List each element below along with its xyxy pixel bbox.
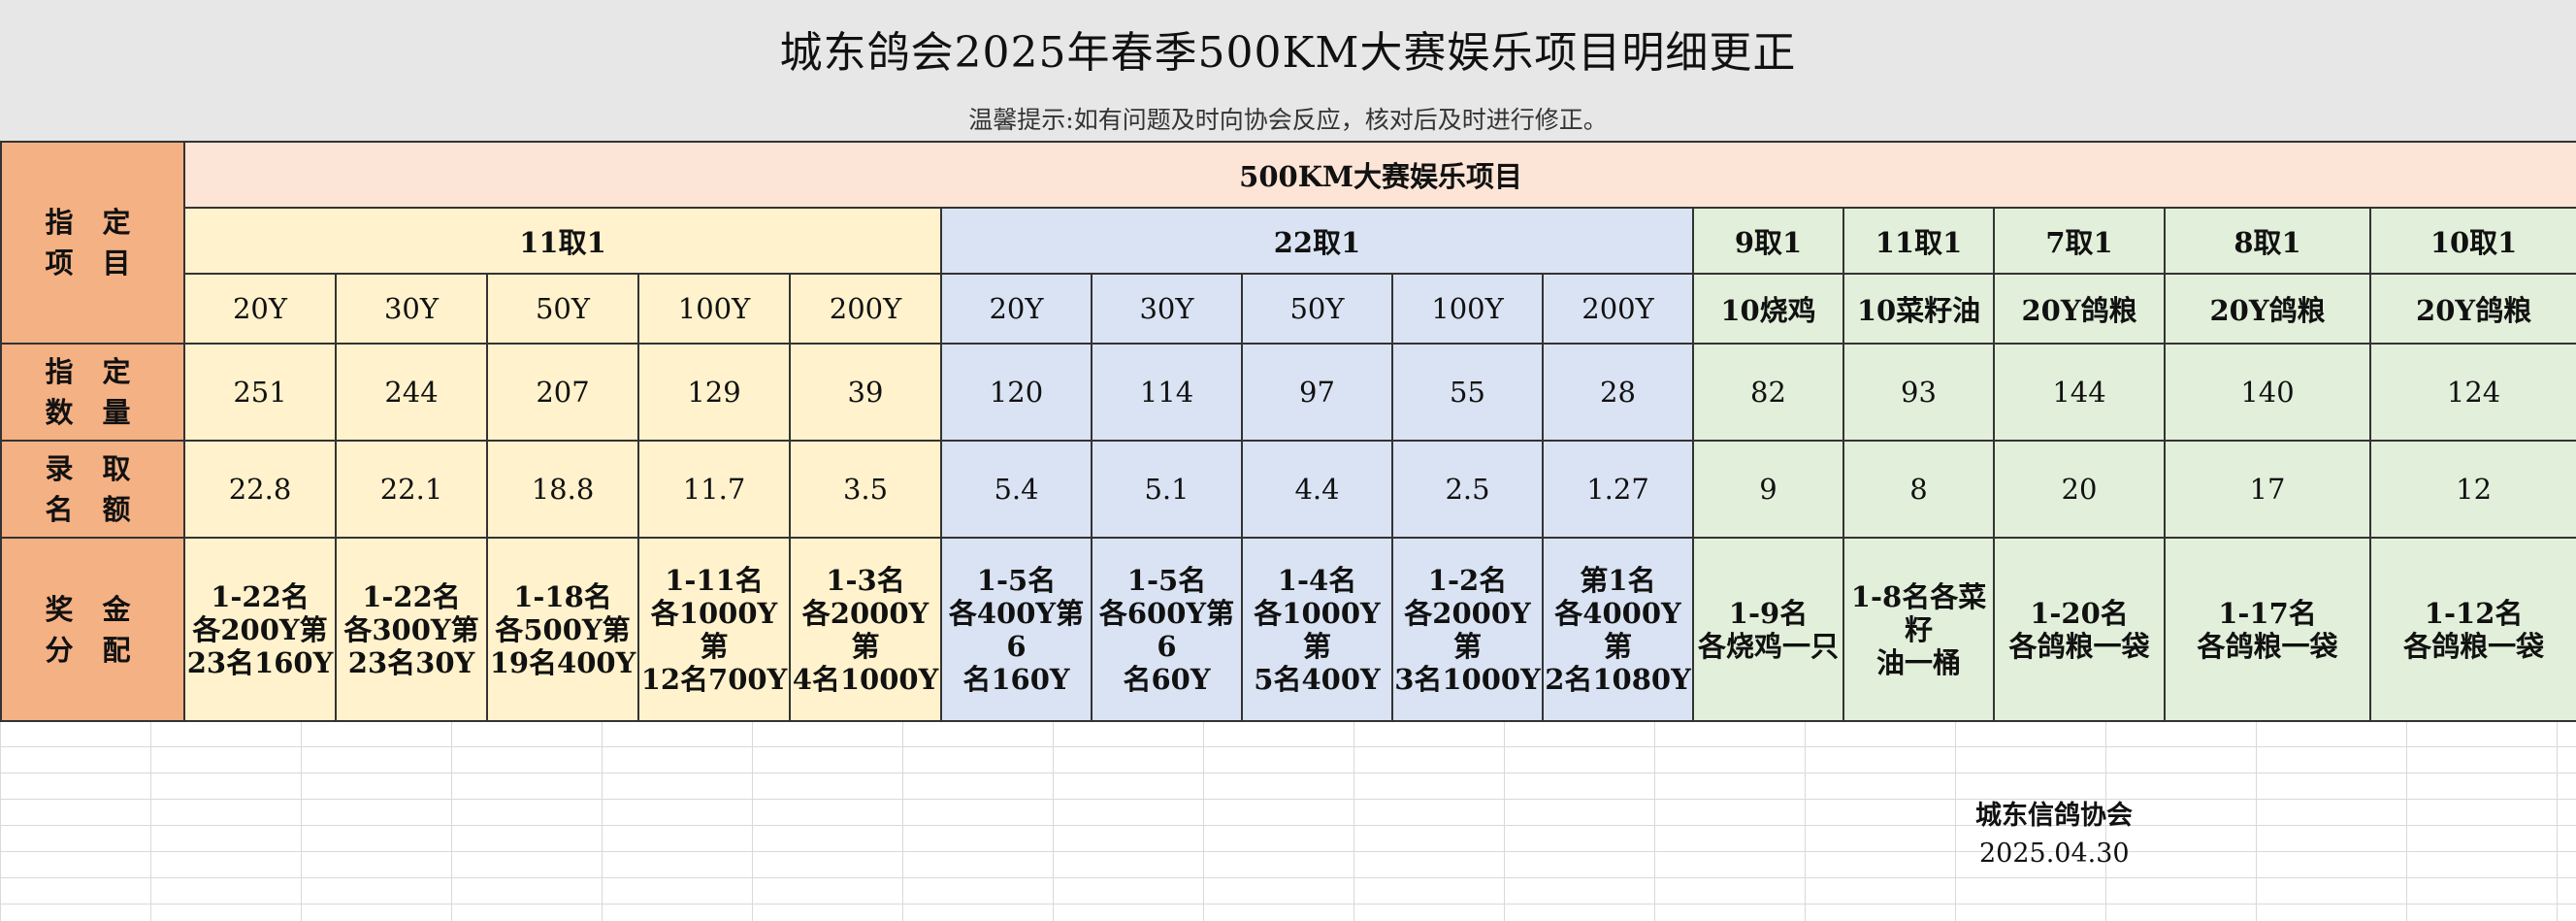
item-cell: 20Y鸽粮 <box>1993 273 2166 345</box>
prize-cell: 1-17名 各鸽粮一袋 <box>2164 537 2371 722</box>
item-cell: 50Y <box>1241 273 1393 345</box>
qty-cell: 140 <box>2164 343 2371 442</box>
winners-cell: 17 <box>2164 440 2371 539</box>
prize-cell: 1-12名 各鸽粮一袋 <box>2368 537 2576 722</box>
winners-cell: 18.8 <box>486 440 639 539</box>
prize-cell: 第1名 各4000Y第 2名1080Y <box>1542 537 1694 722</box>
group-header: 11取1 <box>183 207 942 275</box>
winners-cell: 1.27 <box>1542 440 1694 539</box>
group-header: 22取1 <box>940 207 1694 275</box>
item-cell: 20Y <box>940 273 1092 345</box>
winners-cell: 8 <box>1842 440 1995 539</box>
qty-cell: 93 <box>1842 343 1995 442</box>
table-row-winners: 录 取 名 额 22.8 22.1 18.8 11.7 3.5 5.4 5.1 … <box>0 440 2576 539</box>
qty-cell: 97 <box>1241 343 1393 442</box>
prize-cell: 1-2名 各2000Y第 3名1000Y <box>1391 537 1544 722</box>
item-cell: 100Y <box>1391 273 1544 345</box>
item-cell: 30Y <box>335 273 488 345</box>
prize-cell: 1-22名 各200Y第 23名160Y <box>183 537 337 722</box>
qty-cell: 129 <box>637 343 791 442</box>
prize-cell: 1-20名 各鸽粮一袋 <box>1993 537 2166 722</box>
winners-cell: 5.1 <box>1091 440 1243 539</box>
prize-cell: 1-5名 各400Y第6 名160Y <box>940 537 1092 722</box>
qty-cell: 55 <box>1391 343 1544 442</box>
winners-cell: 4.4 <box>1241 440 1393 539</box>
spreadsheet-grid <box>0 720 2576 921</box>
row-label-prizes: 奖 金 分 配 <box>0 537 185 722</box>
table-row-items: 20Y 30Y 50Y 100Y 200Y 20Y 30Y 50Y 100Y 2… <box>1 273 2576 345</box>
section-header: 500KM大赛娱乐项目 <box>182 141 2576 209</box>
page-header: 城东鸽会2025年春季500KM大赛娱乐项目明细更正 温馨提示:如有问题及时向协… <box>0 0 2576 141</box>
signature-org: 城东信鸽协会 <box>1975 801 2133 831</box>
qty-cell: 144 <box>1993 343 2166 442</box>
qty-cell: 207 <box>486 343 639 442</box>
winners-cell: 3.5 <box>789 440 942 539</box>
qty-cell: 39 <box>789 343 942 442</box>
qty-cell: 114 <box>1091 343 1243 442</box>
item-cell: 200Y <box>1542 273 1694 345</box>
group-header: 11取1 <box>1842 207 1995 275</box>
item-cell: 200Y <box>789 273 942 345</box>
item-cell: 10菜籽油 <box>1842 273 1995 345</box>
prize-cell: 1-8名各菜籽 油一桶 <box>1842 537 1995 722</box>
group-header: 7取1 <box>1993 207 2166 275</box>
group-header: 9取1 <box>1692 207 1844 275</box>
prize-cell: 1-18名 各500Y第 19名400Y <box>486 537 639 722</box>
qty-cell: 82 <box>1692 343 1844 442</box>
entertainment-items-table: 指 定 项 目 500KM大赛娱乐项目 11取1 22取1 9取1 11取1 7… <box>0 141 2576 722</box>
row-label-winners: 录 取 名 额 <box>0 440 185 539</box>
item-cell: 50Y <box>486 273 639 345</box>
qty-cell: 251 <box>183 343 337 442</box>
table-row-prizes: 奖 金 分 配 1-22名 各200Y第 23名160Y 1-22名 各300Y… <box>0 537 2576 722</box>
group-header: 8取1 <box>2164 207 2371 275</box>
page-title: 城东鸽会2025年春季500KM大赛娱乐项目明细更正 <box>779 28 1797 78</box>
item-cell: 20Y鸽粮 <box>2164 273 2371 345</box>
signature-date: 2025.04.30 <box>1979 839 2130 869</box>
qty-cell: 28 <box>1542 343 1694 442</box>
qty-cell: 124 <box>2368 343 2576 442</box>
prize-cell: 1-5名 各600Y第6 名60Y <box>1091 537 1243 722</box>
qty-cell: 120 <box>940 343 1092 442</box>
winners-cell: 22.1 <box>335 440 488 539</box>
prize-cell: 1-22名 各300Y第 23名30Y <box>335 537 488 722</box>
page-subtitle: 温馨提示:如有问题及时向协会反应，核对后及时进行修正。 <box>968 106 1608 134</box>
item-cell: 20Y鸽粮 <box>2368 273 2576 345</box>
prize-cell: 1-9名 各烧鸡一只 <box>1692 537 1844 722</box>
winners-cell: 5.4 <box>940 440 1092 539</box>
prize-cell: 1-3名 各2000Y第 4名1000Y <box>789 537 942 722</box>
winners-cell: 2.5 <box>1391 440 1544 539</box>
item-cell: 100Y <box>637 273 791 345</box>
winners-cell: 22.8 <box>183 440 337 539</box>
qty-cell: 244 <box>335 343 488 442</box>
winners-cell: 20 <box>1993 440 2166 539</box>
winners-cell: 9 <box>1692 440 1844 539</box>
prize-cell: 1-11名 各1000Y第 12名700Y <box>637 537 791 722</box>
item-cell: 30Y <box>1091 273 1243 345</box>
group-header: 10取1 <box>2368 207 2576 275</box>
item-cell: 10烧鸡 <box>1692 273 1844 345</box>
table-row-qty: 指 定 数 量 251 244 207 129 39 120 114 97 55… <box>0 343 2576 442</box>
winners-cell: 11.7 <box>637 440 791 539</box>
prize-cell: 1-4名 各1000Y第 5名400Y <box>1241 537 1393 722</box>
item-cell: 20Y <box>183 273 337 345</box>
row-label-designated-qty: 指 定 数 量 <box>0 343 185 442</box>
winners-cell: 12 <box>2368 440 2576 539</box>
row-label-designated-item: 指 定 项 目 <box>0 141 185 345</box>
